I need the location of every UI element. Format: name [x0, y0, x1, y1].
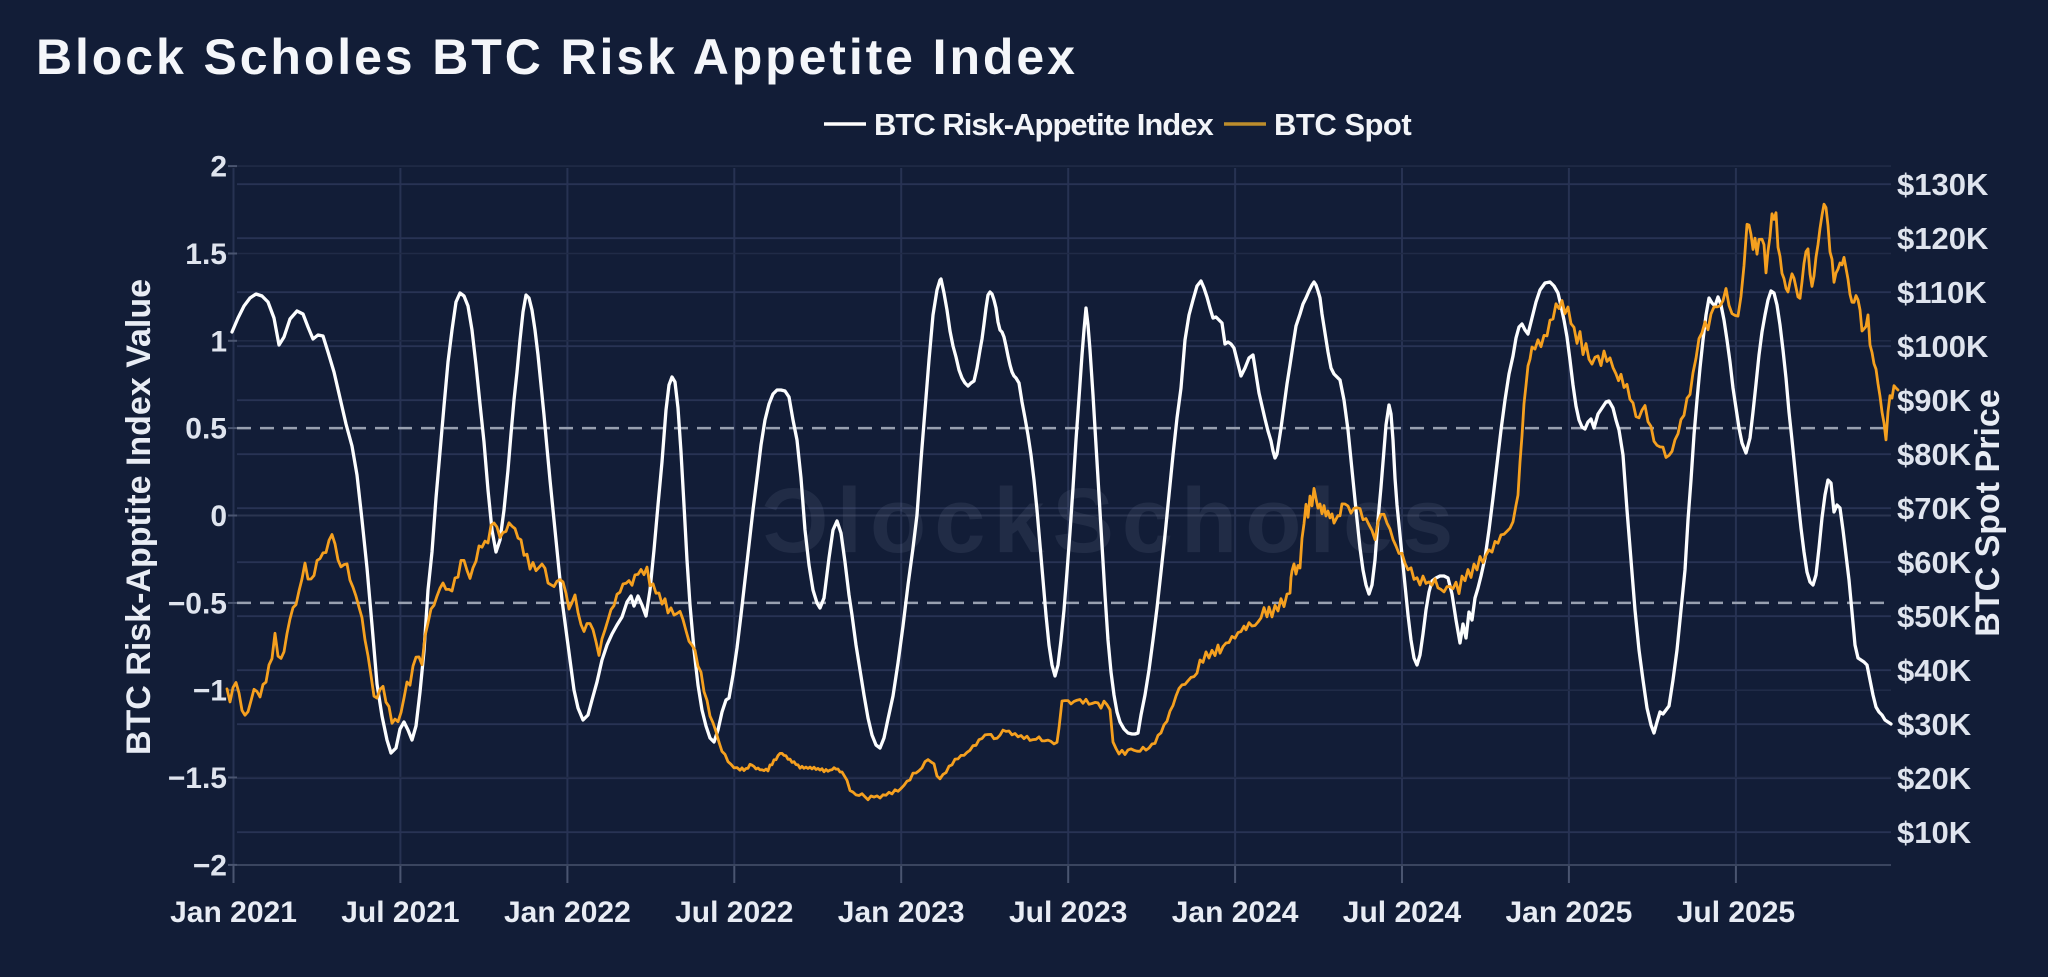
svg-text:Jan 2024: Jan 2024 — [1172, 896, 1299, 929]
svg-text:BTC Spot: BTC Spot — [1274, 107, 1411, 142]
svg-text:2: 2 — [210, 151, 227, 184]
svg-text:BTC Risk-Apptite Index Value: BTC Risk-Apptite Index Value — [120, 279, 158, 755]
svg-text:0.5: 0.5 — [185, 413, 227, 446]
svg-text:Jan 2025: Jan 2025 — [1506, 896, 1633, 929]
svg-text:−1: −1 — [193, 675, 227, 708]
svg-text:$110K: $110K — [1897, 275, 1987, 310]
svg-text:Jan 2021: Jan 2021 — [170, 896, 297, 929]
svg-text:$70K: $70K — [1897, 491, 1972, 526]
svg-text:−1.5: −1.5 — [168, 762, 227, 795]
svg-text:BTC Risk-Appetite Index: BTC Risk-Appetite Index — [874, 107, 1214, 142]
svg-text:BTC Spot Price: BTC Spot Price — [1969, 389, 2007, 636]
svg-text:Jul 2024: Jul 2024 — [1343, 896, 1462, 929]
svg-text:$10K: $10K — [1897, 815, 1972, 850]
svg-text:$100K: $100K — [1897, 329, 1989, 364]
svg-text:$40K: $40K — [1897, 653, 1972, 688]
svg-text:$130K: $130K — [1897, 167, 1989, 202]
svg-text:1.5: 1.5 — [185, 238, 227, 271]
svg-text:0: 0 — [210, 500, 227, 533]
svg-text:Jul 2025: Jul 2025 — [1677, 896, 1795, 929]
svg-text:−0.5: −0.5 — [168, 587, 227, 620]
svg-text:Jan 2022: Jan 2022 — [504, 896, 631, 929]
svg-text:$90K: $90K — [1897, 383, 1972, 418]
svg-text:1: 1 — [210, 325, 227, 358]
svg-text:$120K: $120K — [1897, 221, 1989, 256]
svg-text:$20K: $20K — [1897, 761, 1972, 796]
svg-text:$80K: $80K — [1897, 437, 1972, 472]
svg-text:Block Scholes BTC Risk Appetit: Block Scholes BTC Risk Appetite Index — [36, 29, 1078, 85]
svg-text:Jul 2023: Jul 2023 — [1009, 896, 1127, 929]
svg-text:Jan 2023: Jan 2023 — [838, 896, 965, 929]
svg-text:−2: −2 — [193, 849, 227, 882]
svg-text:ƆlockScholes: ƆlockScholes — [762, 470, 1461, 572]
svg-text:Jul 2021: Jul 2021 — [341, 896, 459, 929]
svg-text:$50K: $50K — [1897, 599, 1972, 634]
svg-text:Jul 2022: Jul 2022 — [675, 896, 793, 929]
svg-text:$30K: $30K — [1897, 707, 1972, 742]
svg-text:$60K: $60K — [1897, 545, 1972, 580]
